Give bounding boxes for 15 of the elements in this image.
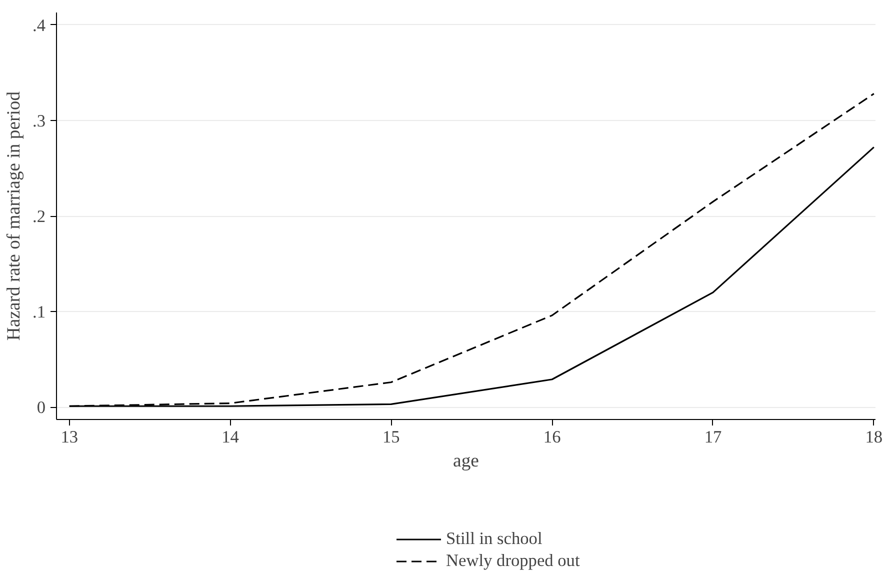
legend-label: Still in school: [446, 529, 542, 549]
legend-label: Newly dropped out: [446, 551, 580, 571]
y-tick-label: .3: [32, 111, 46, 130]
x-tick-label: 18: [865, 428, 883, 446]
y-tick-label: .1: [32, 302, 46, 322]
x-tick-label: 14: [222, 428, 240, 446]
x-tick-label: 13: [60, 428, 78, 446]
y-axis-title: Hazard rate of marriage in period: [4, 90, 25, 341]
y-tick-label: .2: [32, 207, 46, 226]
x-tick-label: 16: [543, 428, 562, 446]
y-tick-label: 0: [36, 398, 46, 418]
x-axis-title: age: [453, 450, 479, 472]
y-tick-label: .4: [32, 16, 46, 35]
x-tick-label: 17: [704, 428, 722, 446]
x-tick-label: 15: [382, 428, 400, 446]
